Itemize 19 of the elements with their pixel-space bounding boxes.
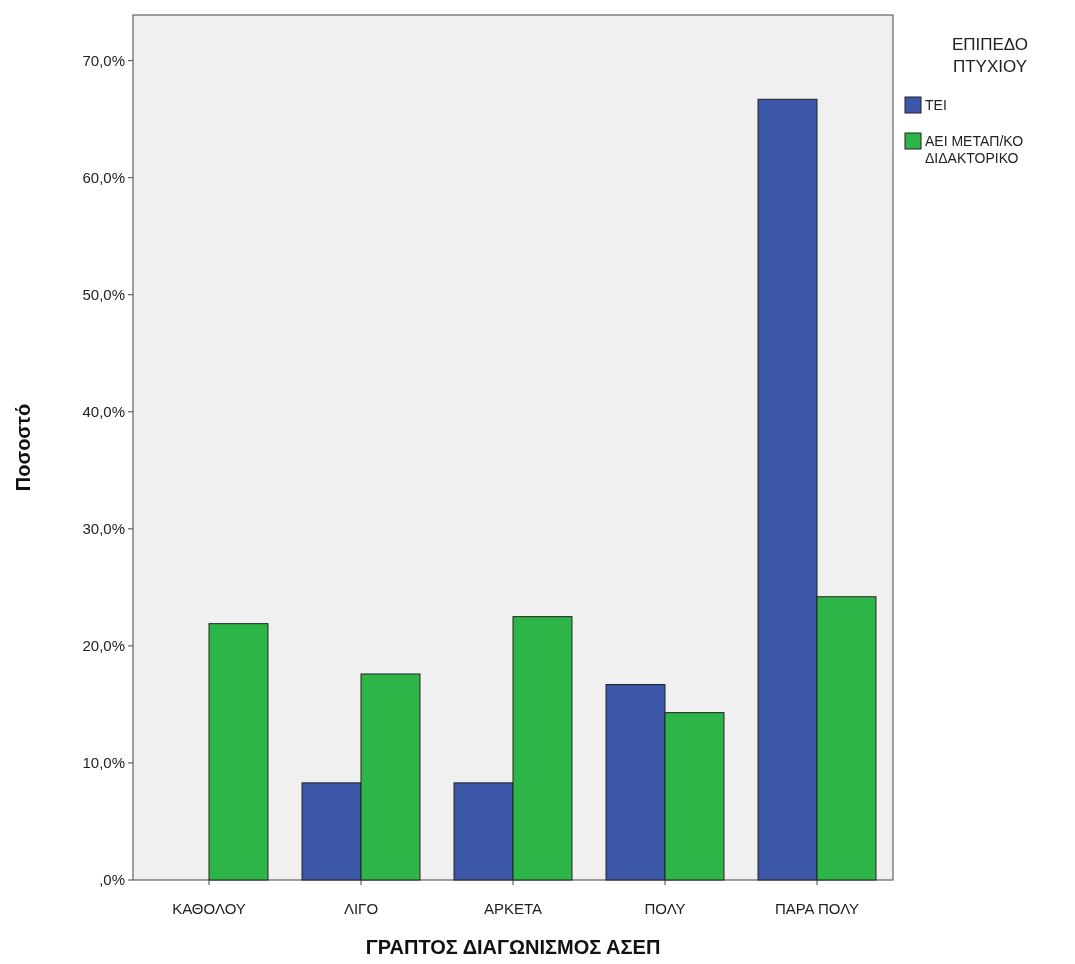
- x-tick-label: ΑΡΚΕΤΑ: [483, 900, 543, 917]
- legend-label: ΤΕΙ: [925, 97, 947, 113]
- x-tick-label: ΚΑΘΟΛΟΥ: [172, 900, 246, 917]
- y-axis-title: Ποσοστό: [12, 403, 34, 492]
- x-tick-label: ΠΟΛΥ: [644, 900, 686, 917]
- y-tick-label: 30,0%: [82, 520, 125, 538]
- x-tick-label: ΛΙΓΟ: [343, 900, 379, 917]
- x-tick-label: ΠΑΡΑ ΠΟΛΥ: [774, 900, 860, 917]
- y-tick-label: 60,0%: [82, 168, 125, 186]
- y-tick-label: 70,0%: [82, 51, 125, 69]
- legend-title: ΕΠΙΠΕΔΟ ΠΤΥΧΙΟΥ: [951, 35, 1029, 76]
- x-axis-title: ΓΡΑΠΤΟΣ ΔΙΑΓΩΝΙΣΜΟΣ ΑΣΕΠ: [365, 936, 661, 958]
- y-tick-label: 10,0%: [82, 754, 125, 772]
- y-tick-label: 50,0%: [82, 286, 125, 303]
- y-tick-label: 20,0%: [82, 637, 125, 655]
- y-tick-label: ,0%: [99, 871, 125, 889]
- legend-label: ΑΕΙ ΜΕΤΑΠ/ΚΟ ΔΙΔΑΚΤΟΡΙΚΟ: [925, 133, 1024, 166]
- bar: [208, 623, 269, 881]
- y-tick-label: 40,0%: [82, 403, 125, 421]
